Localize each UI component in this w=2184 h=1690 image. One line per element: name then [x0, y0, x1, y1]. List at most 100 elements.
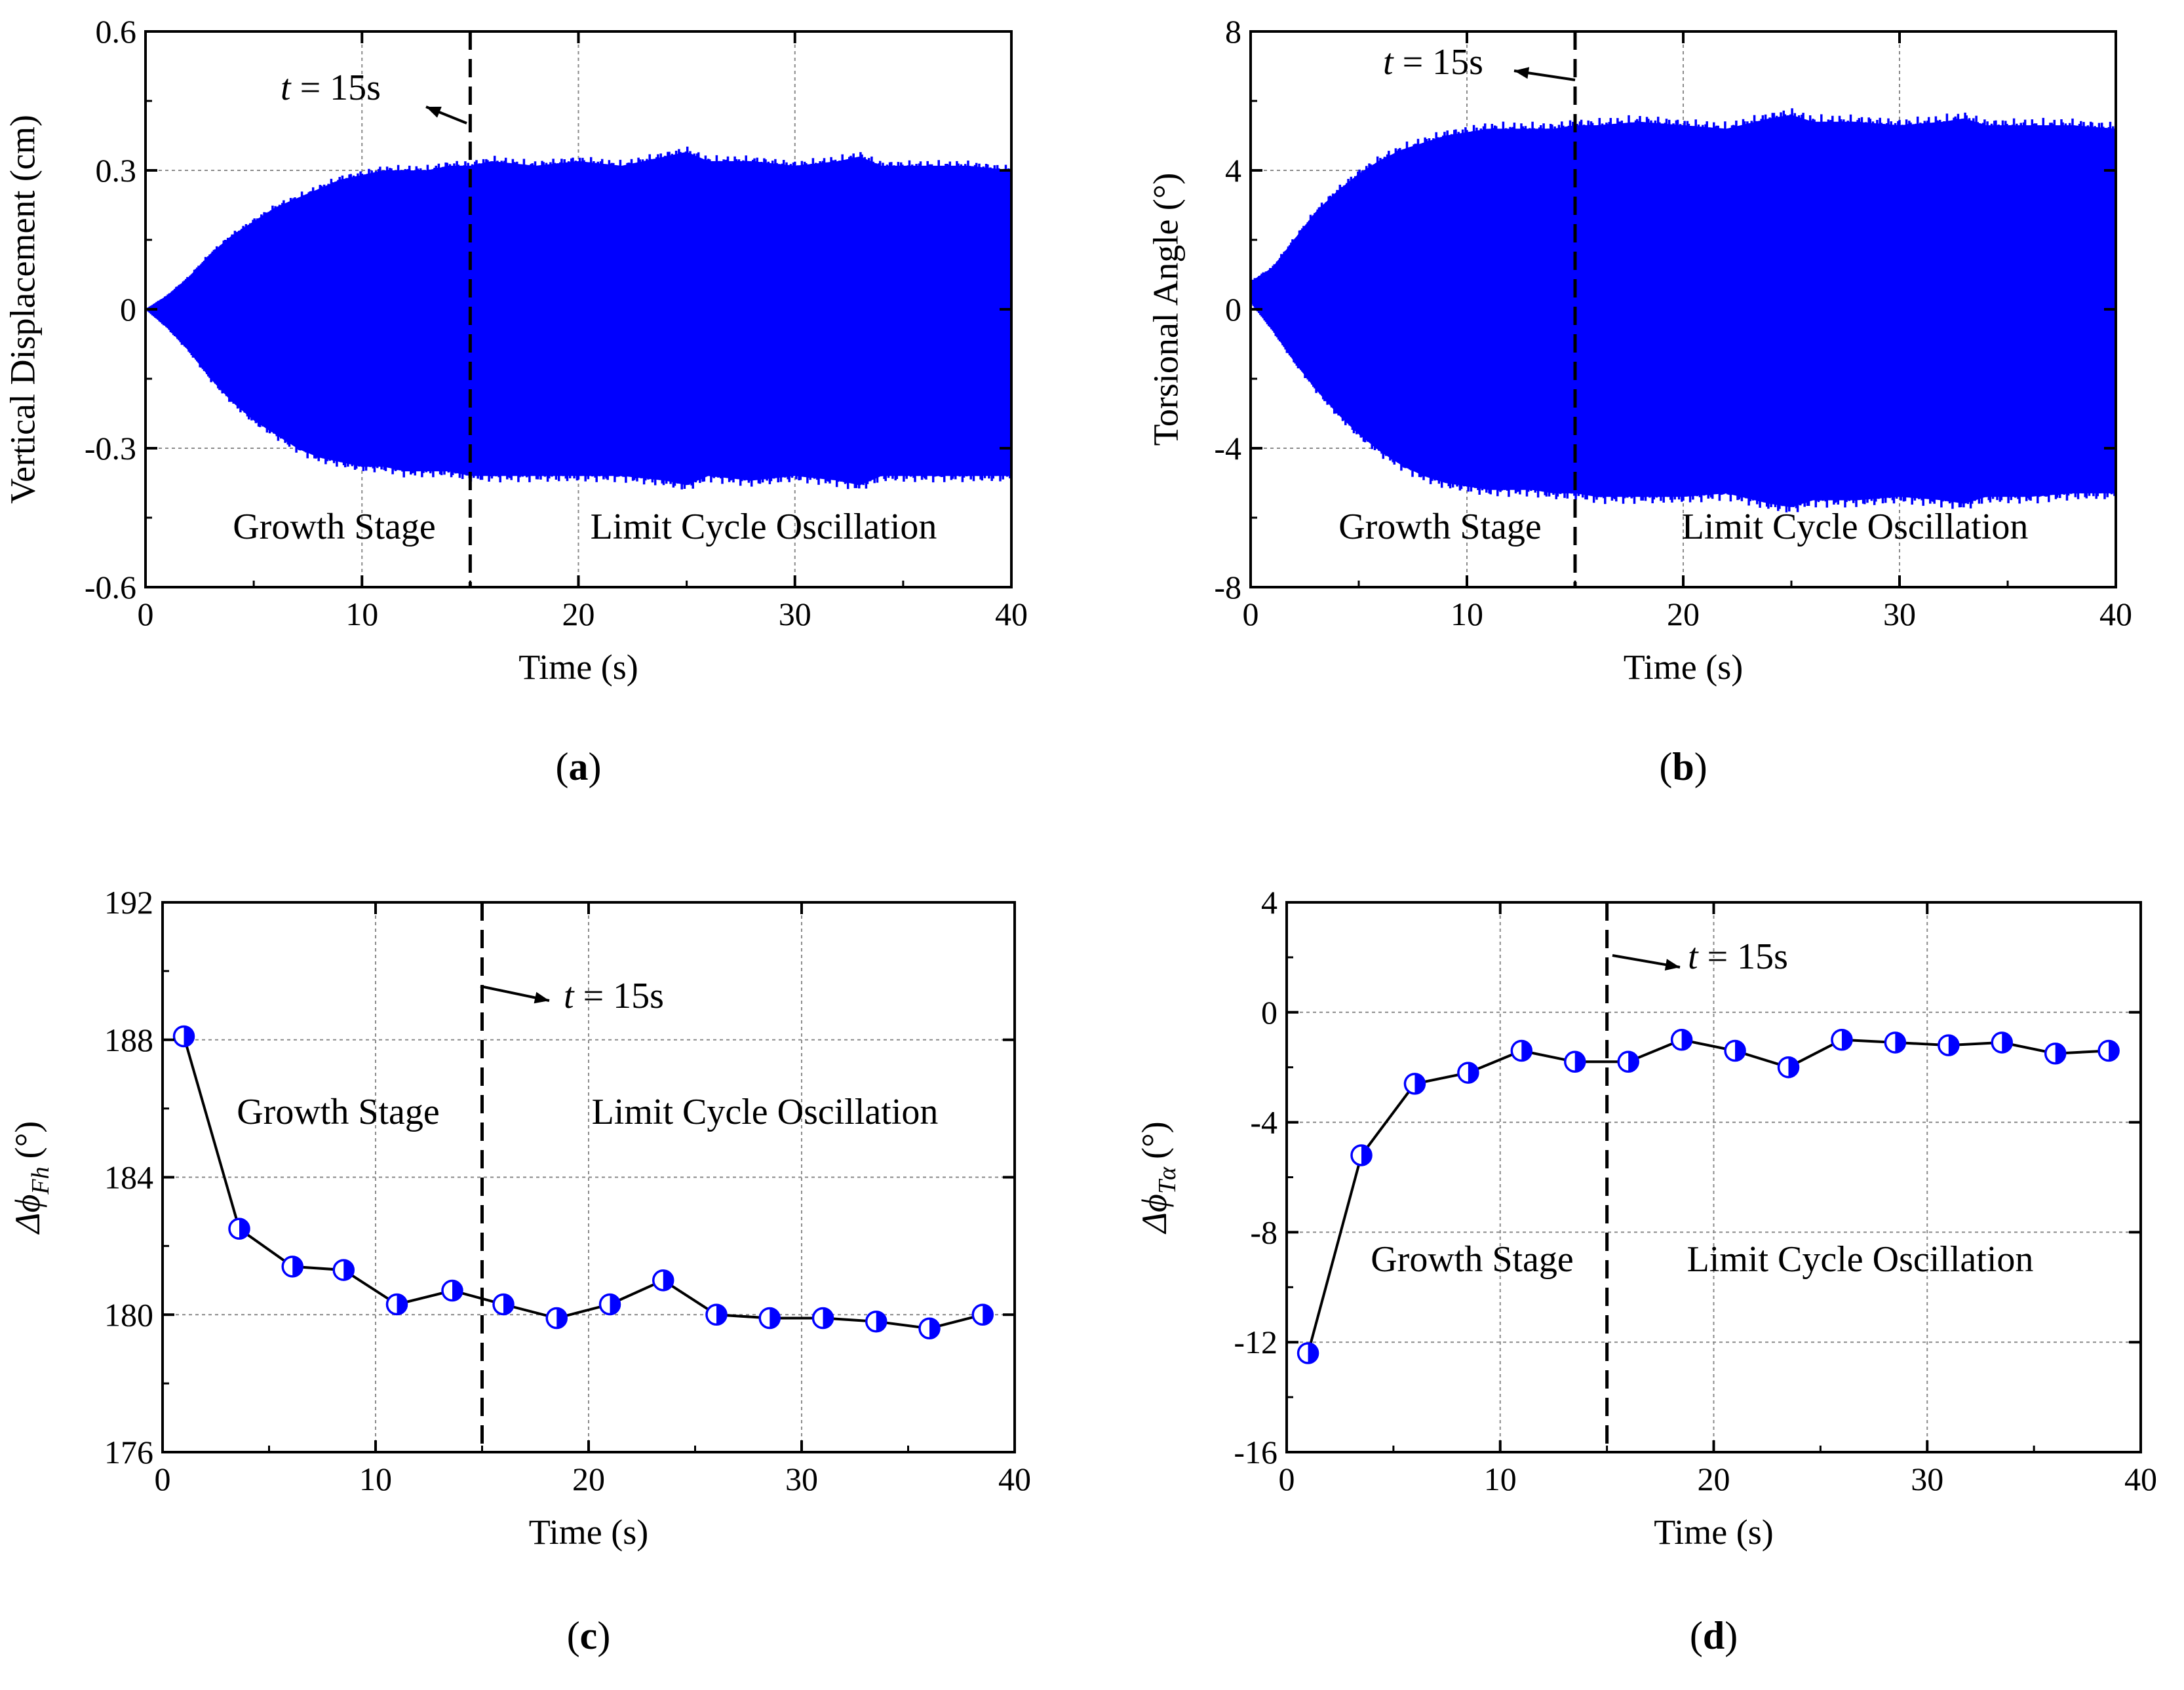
panel-label-letter: b	[1672, 745, 1694, 788]
x-tick-label: 10	[1484, 1461, 1517, 1497]
data-point-half	[184, 1026, 194, 1047]
data-point-half	[823, 1308, 833, 1328]
data-point	[598, 1293, 621, 1316]
y-axis-title-unit: (°)	[1135, 1121, 1174, 1159]
x-axis-title: Time (s)	[1654, 1512, 1774, 1552]
panel-label-open: (	[1659, 745, 1672, 788]
panel-label-close: )	[1694, 745, 1707, 788]
data-point-half	[1841, 1029, 1852, 1050]
annotation-t: t	[564, 976, 575, 1016]
annotation-rest: = 15s	[1394, 42, 1483, 83]
stage-label-lco: Limit Cycle Oscillation	[591, 507, 937, 547]
x-tick-label: 20	[572, 1461, 605, 1497]
chart-panel-d: 0 10 20 30 40 -16 -12 -8 -4 0 4 Time (s) ΔϕTα (°) Grow…	[1135, 884, 2157, 1657]
annotation-t: t	[1383, 42, 1394, 83]
data-point-half	[1308, 1343, 1318, 1363]
y-tick-label: 176	[104, 1434, 153, 1470]
data-point	[758, 1307, 781, 1330]
data-point	[2044, 1042, 2067, 1065]
data-point-half	[1361, 1145, 1372, 1165]
data-point-half	[2002, 1032, 2012, 1052]
y-axis-title: Vertical Displacement (cm)	[3, 115, 42, 504]
data-point-half	[2055, 1043, 2065, 1064]
x-tick-label: 0	[138, 596, 154, 632]
y-tick-label: 0	[120, 291, 136, 328]
data-point-half	[1735, 1041, 1745, 1061]
x-axis-title: Time (s)	[1624, 647, 1744, 687]
y-tick-label: 0	[1225, 291, 1241, 328]
data-point-half	[292, 1256, 303, 1277]
y-tick-label: -8	[1214, 569, 1241, 605]
x-axis-title: Time (s)	[529, 1512, 649, 1552]
data-point	[281, 1256, 303, 1278]
data-point	[492, 1293, 515, 1316]
data-point-half	[1468, 1063, 1478, 1083]
panel-label-open: (	[1690, 1614, 1703, 1657]
stage-label-growth: Growth Stage	[233, 507, 436, 547]
data-point-half	[876, 1311, 886, 1332]
y-tick-label: -0.3	[85, 430, 136, 467]
data-point	[652, 1269, 674, 1292]
data-point	[172, 1025, 195, 1048]
annotation-t15: t = 15s	[281, 67, 381, 108]
data-point-half	[1628, 1052, 1639, 1072]
data-point-half	[610, 1294, 620, 1315]
stage-label-lco: Limit Cycle Oscillation	[1687, 1239, 2034, 1280]
panel-label-letter: d	[1703, 1614, 1725, 1657]
y-tick-label: -12	[1234, 1324, 1277, 1360]
x-tick-label: 20	[562, 596, 595, 632]
data-point	[1564, 1050, 1586, 1073]
data-point-half	[397, 1294, 407, 1315]
data-point-half	[1574, 1052, 1585, 1072]
y-tick-label: -0.6	[85, 569, 136, 605]
data-point-half	[343, 1260, 354, 1280]
x-tick-label: 40	[995, 596, 1028, 632]
panel-label: (c)	[567, 1614, 611, 1657]
stage-label-growth: Growth Stage	[1371, 1239, 1574, 1280]
x-tick-label: 30	[1911, 1461, 1943, 1497]
y-tick-label: 184	[104, 1159, 153, 1196]
y-tick-label: 192	[104, 884, 153, 921]
data-point	[1938, 1034, 1960, 1056]
annotation-t15: t = 15s	[1383, 42, 1483, 83]
series-oscillation	[146, 146, 1013, 490]
x-tick-label: 10	[359, 1461, 392, 1497]
x-tick-label: 40	[2124, 1461, 2157, 1497]
data-point-half	[452, 1280, 463, 1301]
annotation-rest: = 15s	[291, 67, 381, 108]
annotation-t: t	[281, 67, 292, 108]
annotation-arrow-head	[426, 106, 442, 118]
y-tick-label: -16	[1234, 1434, 1277, 1470]
y-axis-title-sub: Fh	[27, 1166, 54, 1195]
data-point-half	[1681, 1029, 1692, 1050]
data-point	[1670, 1029, 1693, 1051]
data-point-half	[716, 1305, 726, 1325]
panel-label: (d)	[1690, 1614, 1738, 1657]
data-point-half	[1521, 1041, 1532, 1061]
annotation-arrow-head	[1664, 959, 1680, 971]
stage-label-lco: Limit Cycle Oscillation	[1682, 507, 2029, 547]
panel-label: (a)	[556, 745, 602, 788]
data-point	[545, 1307, 568, 1330]
data-point	[705, 1303, 728, 1326]
data-point	[1724, 1039, 1746, 1062]
data-point	[1510, 1039, 1533, 1062]
data-point-half	[1788, 1057, 1799, 1077]
data-point	[1350, 1144, 1373, 1166]
data-point-half	[503, 1294, 514, 1315]
panel-label-close: )	[589, 745, 602, 788]
y-tick-label: 8	[1225, 13, 1241, 50]
data-point	[918, 1317, 941, 1339]
data-point-half	[770, 1308, 780, 1328]
annotation-arrow-head	[1514, 67, 1530, 79]
x-tick-label: 0	[1243, 596, 1259, 632]
y-axis-title-main: Δϕ	[8, 1195, 47, 1235]
data-point-half	[929, 1318, 940, 1339]
panel-label-letter: c	[580, 1614, 598, 1657]
panel-label: (b)	[1659, 745, 1707, 788]
data-point	[1297, 1342, 1319, 1364]
x-tick-label: 40	[2099, 596, 2132, 632]
x-tick-label: 0	[1279, 1461, 1295, 1497]
x-tick-label: 30	[779, 596, 811, 632]
y-tick-label: 0.6	[96, 13, 137, 50]
